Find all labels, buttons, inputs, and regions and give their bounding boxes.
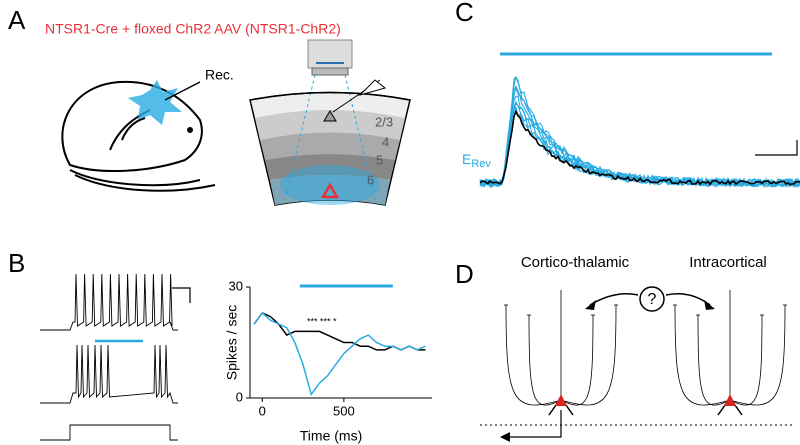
- current-traces: [479, 75, 800, 189]
- trace: [479, 109, 800, 186]
- dendrite: [560, 304, 617, 406]
- layer-label: 2/3: [375, 114, 393, 129]
- soma: [724, 394, 736, 406]
- light-spot: [128, 80, 182, 125]
- soma: [555, 394, 567, 406]
- dendrite: [729, 314, 763, 406]
- chart: 0 30 0 500 Time (ms) Spikes / sec *** *** *: [224, 278, 432, 444]
- panel-label: A: [8, 5, 26, 35]
- arrow: [589, 293, 639, 306]
- trace: [479, 75, 800, 189]
- question-circle: [639, 286, 665, 312]
- erev-sub: Rev: [471, 158, 491, 170]
- dendrite: [697, 314, 731, 406]
- trace: [479, 76, 800, 189]
- dendrite: [674, 304, 731, 406]
- dendrite: [505, 304, 562, 406]
- arrowhead: [500, 432, 510, 442]
- x-tick-label: 0: [259, 403, 266, 418]
- scale-bar: [755, 140, 798, 156]
- axon: [505, 410, 562, 438]
- objective: [307, 39, 353, 76]
- current-step: [40, 424, 178, 441]
- voltage-traces: [40, 273, 178, 441]
- series-line: [253, 311, 426, 351]
- x-axis-label: Time (ms): [300, 428, 362, 444]
- panel-title: NTSR1-Cre + floxed ChR2 AAV (NTSR1-ChR2): [45, 21, 341, 37]
- trace: [479, 85, 800, 189]
- y-tick-label: 30: [229, 278, 243, 293]
- trace: [479, 85, 800, 189]
- question-mark: ?: [648, 291, 657, 308]
- trace: [40, 273, 178, 331]
- cortex-wedge: [249, 74, 411, 206]
- layer-label: 6: [367, 172, 374, 187]
- electrode: [164, 81, 201, 101]
- dendrite: [560, 314, 594, 406]
- layer-label: 4: [382, 134, 389, 149]
- erev-label: ERev: [462, 151, 491, 170]
- scale-bar: [172, 287, 191, 303]
- arrowhead: [585, 300, 596, 310]
- y-axis-label: Spikes / sec: [224, 305, 240, 380]
- series-line: [253, 311, 426, 396]
- neuron-title: Cortico-thalamic: [521, 254, 630, 271]
- y-tick-label: 0: [236, 389, 243, 404]
- trace: [40, 344, 178, 404]
- layer-label: 5: [376, 152, 383, 167]
- panel-label: C: [455, 0, 474, 27]
- panel-label: B: [8, 248, 25, 278]
- erev-main: E: [462, 151, 471, 167]
- arrowhead: [704, 300, 715, 310]
- x-tick-label: 500: [333, 403, 355, 418]
- neuron-diagrams: [504, 290, 787, 416]
- dendrite: [729, 304, 786, 406]
- dendrite: [528, 314, 562, 406]
- panel-label: D: [455, 259, 474, 289]
- neuron-title: Intracortical: [689, 254, 767, 271]
- rec-label: Rec.: [205, 67, 234, 83]
- annotation: *** *** *: [307, 316, 337, 326]
- arrow: [665, 293, 711, 306]
